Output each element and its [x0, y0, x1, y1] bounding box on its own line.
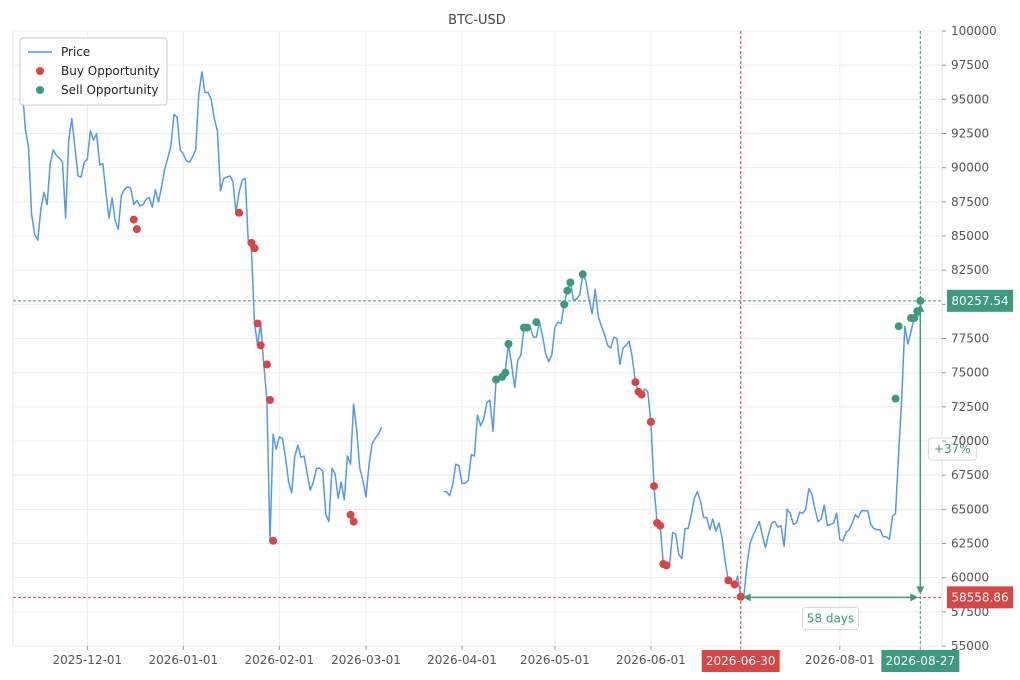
buy-opportunity-point: [631, 378, 640, 387]
gain-arrow-head-bottom: [916, 586, 925, 595]
y-tick-label: 92500: [951, 127, 989, 141]
price-line-segment: [443, 273, 921, 598]
legend: Price Buy Opportunity Sell Opportunity: [19, 37, 168, 106]
buy-opportunity-point: [256, 341, 265, 350]
buy-opportunity-point: [736, 592, 745, 601]
legend-label: Price: [61, 45, 90, 59]
buy-opportunity-point: [724, 576, 733, 585]
legend-label: Buy Opportunity: [61, 64, 160, 78]
buy-opportunity-point: [235, 208, 244, 217]
gain-arrow-head-top: [916, 303, 925, 312]
y-tick-label: 65000: [951, 502, 989, 516]
gain-label-box: [927, 437, 977, 461]
y-tick-label: 100000: [951, 24, 997, 38]
y-tick-label: 82500: [951, 263, 989, 277]
y-tick-label: 55000: [951, 639, 989, 653]
buy-opportunity-point: [730, 580, 739, 589]
y-tick-label: 60000: [951, 571, 989, 585]
price-line-segment: [21, 71, 383, 542]
buy-opportunity-point: [349, 517, 358, 526]
x-tick-label: 2026-03-01: [331, 653, 401, 667]
duration-label-box: [802, 606, 860, 630]
y-tick-label: 97500: [951, 58, 989, 72]
sell-opportunity-point: [501, 368, 510, 377]
sell-opportunity-point: [523, 323, 532, 332]
y-tick-label: 85000: [951, 229, 989, 243]
y-tick-label: 87500: [951, 195, 989, 209]
y-tick-label: 95000: [951, 92, 989, 106]
sell-opportunity-point: [578, 270, 587, 279]
buy-opportunity-point: [662, 561, 671, 570]
buy-opportunity-point: [646, 417, 655, 426]
buy-opportunity-point: [262, 360, 271, 369]
price-series: [21, 71, 921, 598]
legend-swatch-dot: [36, 86, 44, 94]
buy-opportunity-point: [266, 396, 275, 404]
legend-label: Sell Opportunity: [61, 83, 159, 97]
legend-box: [19, 37, 168, 106]
y-tick-label: 62500: [951, 537, 989, 551]
x-tick-label: 2026-04-01: [427, 653, 497, 667]
end-date-tag: 2026-08-27: [885, 654, 955, 668]
buy-opportunity-point: [637, 390, 646, 399]
duration-arrow-head-right: [910, 593, 919, 602]
sell-opportunity-point: [916, 296, 925, 305]
duration-arrow-head-left: [742, 593, 751, 602]
x-tick-label: 2026-08-01: [805, 653, 875, 667]
buy-opportunity-point: [346, 510, 355, 519]
sell-opportunity-point: [560, 300, 569, 309]
legend-swatch-dot: [36, 67, 44, 75]
duration-label: 58 days: [807, 611, 854, 625]
sell-opportunity-point: [532, 318, 541, 327]
buy-opportunity-point: [650, 482, 659, 491]
start-date-tag-box: [701, 650, 780, 672]
sell-opportunity-point: [891, 394, 900, 403]
buy-opportunity-point: [132, 225, 141, 234]
x-tick-label: 2026-02-01: [244, 653, 314, 667]
y-tick-label: 75000: [951, 366, 989, 380]
y-tick-label: 90000: [951, 161, 989, 175]
buy-opportunity-point: [269, 536, 278, 545]
sell-opportunity-point: [910, 314, 919, 322]
chart-title: BTC-USD: [448, 13, 506, 28]
sell-opportunity-point: [894, 322, 903, 331]
sell-opportunity-point: [566, 278, 575, 287]
end-date-tag-box: [881, 650, 960, 672]
x-tick-label: 2026-06-01: [616, 653, 686, 667]
sell-opportunity-point: [504, 339, 513, 348]
start-date-tag: 2026-06-30: [706, 654, 776, 668]
gain-label: +37%: [934, 442, 971, 456]
y-tick-label: 70000: [951, 434, 989, 448]
x-tick-label: 2026-05-01: [520, 653, 590, 667]
buy-opportunity-point: [129, 215, 138, 224]
range-annotations: 58 days +37%: [742, 303, 977, 630]
high-price-tag-box: [947, 289, 1013, 312]
axes: 5500057500600006250065000675007000072500…: [52, 24, 1013, 672]
x-tick-label: 2025-12-01: [52, 653, 122, 667]
buy-opportunity-point: [253, 319, 262, 328]
buy-opportunity-point: [250, 244, 259, 253]
low-price-tag: 58558.86: [951, 590, 1008, 604]
high-price-tag: 80257.54: [951, 294, 1008, 308]
y-tick-label: 72500: [951, 400, 989, 414]
sell-opportunity-point: [492, 375, 501, 384]
grid-lines: [13, 30, 942, 647]
buy-opportunity-point: [656, 521, 665, 530]
y-tick-label: 77500: [951, 332, 989, 346]
sell-opportunity-point: [563, 286, 572, 295]
low-price-tag-box: [947, 586, 1013, 609]
x-tick-label: 2026-01-01: [148, 653, 218, 667]
y-tick-label: 67500: [951, 468, 989, 482]
